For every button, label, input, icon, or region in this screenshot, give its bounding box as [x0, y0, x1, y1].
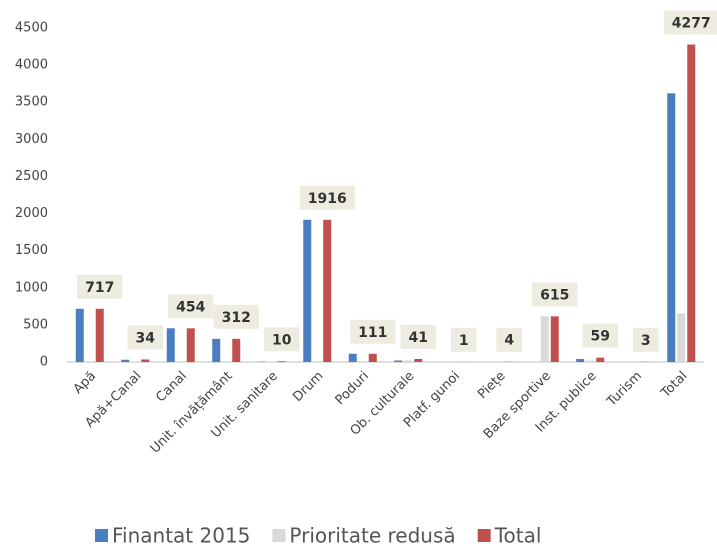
data-label-text: 41 — [409, 330, 428, 346]
data-label-box — [264, 327, 300, 352]
data-label-text: 4277 — [672, 16, 711, 32]
data-label-box — [213, 304, 259, 329]
data-label-text: 59 — [591, 329, 610, 345]
x-tick-label: Poduri — [333, 369, 372, 408]
bar — [323, 219, 332, 362]
y-tick-label: 2500 — [15, 169, 48, 184]
data-label-text: 4 — [504, 333, 514, 349]
y-tick-label: 3000 — [15, 132, 48, 147]
data-label-text: 10 — [272, 332, 292, 348]
data-label-box — [168, 294, 214, 319]
data-label-box — [532, 282, 578, 307]
bar — [232, 338, 241, 362]
data-label-text: 615 — [540, 287, 569, 303]
data-label-text: 1 — [459, 333, 469, 349]
data-label: 615 — [532, 282, 578, 307]
legend-swatch — [477, 529, 491, 542]
data-label: 1916 — [299, 185, 355, 210]
data-label: 1 — [450, 327, 477, 352]
y-tick-label: 500 — [23, 317, 48, 332]
x-tick-label: Piețe — [475, 369, 508, 402]
bar — [348, 353, 357, 362]
x-tick-label: Turism — [604, 369, 645, 410]
data-label-text: 1916 — [308, 191, 347, 207]
bar — [596, 357, 605, 362]
bar — [414, 358, 423, 362]
x-tick-label: Drum — [290, 369, 326, 405]
bar — [186, 328, 195, 362]
data-label-box — [632, 327, 659, 352]
data-label: 717 — [77, 274, 123, 299]
y-tick-label: 3500 — [15, 95, 48, 110]
legend-label: Prioritate redusă — [289, 524, 455, 548]
bar — [121, 359, 130, 362]
y-tick-label: 4500 — [15, 21, 48, 36]
bar — [687, 44, 696, 363]
data-label-text: 111 — [358, 325, 387, 341]
data-label: 34 — [127, 325, 163, 350]
data-label-box — [582, 323, 618, 348]
x-tick-label: Apă — [71, 369, 99, 397]
bar — [586, 360, 595, 362]
bar — [667, 93, 676, 362]
legend-label: Total — [494, 524, 542, 548]
data-label: 312 — [213, 304, 259, 329]
x-tick-label: Unit. învățământ — [148, 369, 236, 457]
data-label-box — [350, 319, 396, 344]
legend-swatch — [95, 529, 108, 542]
data-label-box — [663, 10, 717, 35]
data-label: 111 — [350, 319, 396, 344]
bar — [576, 359, 585, 362]
bar — [75, 308, 84, 362]
bar — [550, 316, 559, 362]
data-label-text: 3 — [641, 333, 651, 349]
bar — [277, 361, 286, 362]
data-label-text: 312 — [222, 310, 251, 326]
y-tick-label: 0 — [40, 355, 48, 370]
data-label-box — [127, 325, 163, 350]
bar — [404, 360, 413, 362]
y-tick-label: 1000 — [15, 280, 48, 295]
data-label-box — [77, 274, 123, 299]
x-tick-label: Total — [658, 369, 691, 402]
bar — [394, 360, 403, 362]
bar — [141, 359, 150, 362]
bar — [303, 219, 312, 362]
bar — [166, 328, 175, 362]
y-tick-label: 4000 — [15, 58, 48, 73]
data-label: 454 — [168, 294, 214, 319]
data-label-text: 717 — [85, 280, 114, 296]
data-label-box — [400, 324, 436, 349]
y-tick-label: 1500 — [15, 243, 48, 258]
data-label-text: 454 — [176, 299, 205, 315]
data-label: 4 — [496, 327, 523, 352]
data-label: 4277 — [663, 10, 717, 35]
data-label: 3 — [632, 327, 659, 352]
data-label: 41 — [400, 324, 436, 349]
y-tick-label: 2000 — [15, 206, 48, 221]
bar — [212, 338, 221, 362]
data-label-box — [496, 327, 523, 352]
bar — [677, 313, 686, 362]
data-label: 59 — [582, 323, 618, 348]
data-label-box — [450, 327, 477, 352]
bar — [540, 316, 549, 362]
bar — [368, 353, 377, 362]
data-label-text: 34 — [136, 330, 156, 346]
data-label-box — [299, 185, 355, 210]
data-label: 10 — [264, 327, 300, 352]
legend-swatch — [272, 529, 286, 542]
x-tick-label: Canal — [153, 369, 190, 406]
legend-label: Finantat 2015 — [112, 524, 250, 548]
bar — [95, 308, 104, 362]
